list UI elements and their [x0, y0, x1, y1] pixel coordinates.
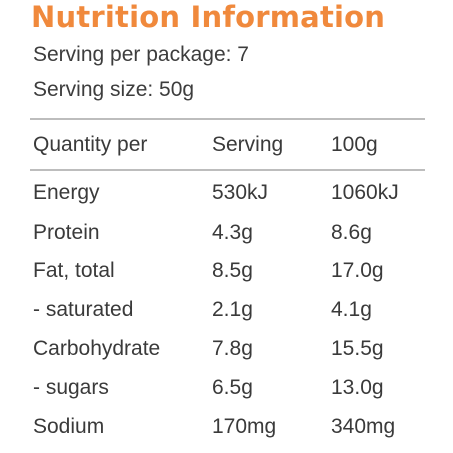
per-100g-value: 17.0g	[331, 259, 384, 282]
per-serving-value: 2.1g	[212, 298, 253, 321]
table-row: - saturated 2.1g 4.1g	[0, 295, 453, 325]
table-row: Protein 4.3g 8.6g	[0, 218, 453, 248]
table-top-divider	[30, 118, 425, 120]
per-serving-value: 170mg	[212, 415, 277, 438]
per-100g-value: 13.0g	[331, 376, 384, 399]
table-row: Fat, total 8.5g 17.0g	[0, 256, 453, 286]
table-header-row: Quantity per Serving 100g	[0, 130, 453, 160]
table-row: Energy 530kJ 1060kJ	[0, 178, 453, 208]
per-serving-value: 7.8g	[212, 337, 253, 360]
nutrient-name: Fat, total	[33, 259, 115, 282]
nutrient-name: Carbohydrate	[33, 337, 161, 360]
page-title: Nutrition Information	[31, 0, 386, 34]
per-100g-value: 15.5g	[331, 337, 384, 360]
serving-per-package: Serving per package: 7	[33, 43, 249, 66]
table-header-divider	[30, 169, 425, 171]
per-serving-value: 4.3g	[212, 221, 253, 244]
table-row: Sodium 170mg 340mg	[0, 412, 453, 442]
per-100g-value: 1060kJ	[331, 181, 399, 204]
header-serving: Serving	[212, 133, 284, 156]
nutrient-name: - sugars	[33, 376, 109, 399]
nutrient-name: - saturated	[33, 298, 134, 321]
serving-size: Serving size: 50g	[33, 78, 195, 101]
nutrient-name: Energy	[33, 181, 100, 204]
table-row: Carbohydrate 7.8g 15.5g	[0, 334, 453, 364]
nutrient-name: Sodium	[33, 415, 105, 438]
header-quantity-per: Quantity per	[33, 133, 148, 156]
per-100g-value: 8.6g	[331, 221, 372, 244]
per-100g-value: 4.1g	[331, 298, 372, 321]
table-row: - sugars 6.5g 13.0g	[0, 373, 453, 403]
header-100g: 100g	[331, 133, 378, 156]
per-serving-value: 6.5g	[212, 376, 253, 399]
nutrient-name: Protein	[33, 221, 100, 244]
per-serving-value: 8.5g	[212, 259, 253, 282]
per-serving-value: 530kJ	[212, 181, 269, 204]
per-100g-value: 340mg	[331, 415, 396, 438]
